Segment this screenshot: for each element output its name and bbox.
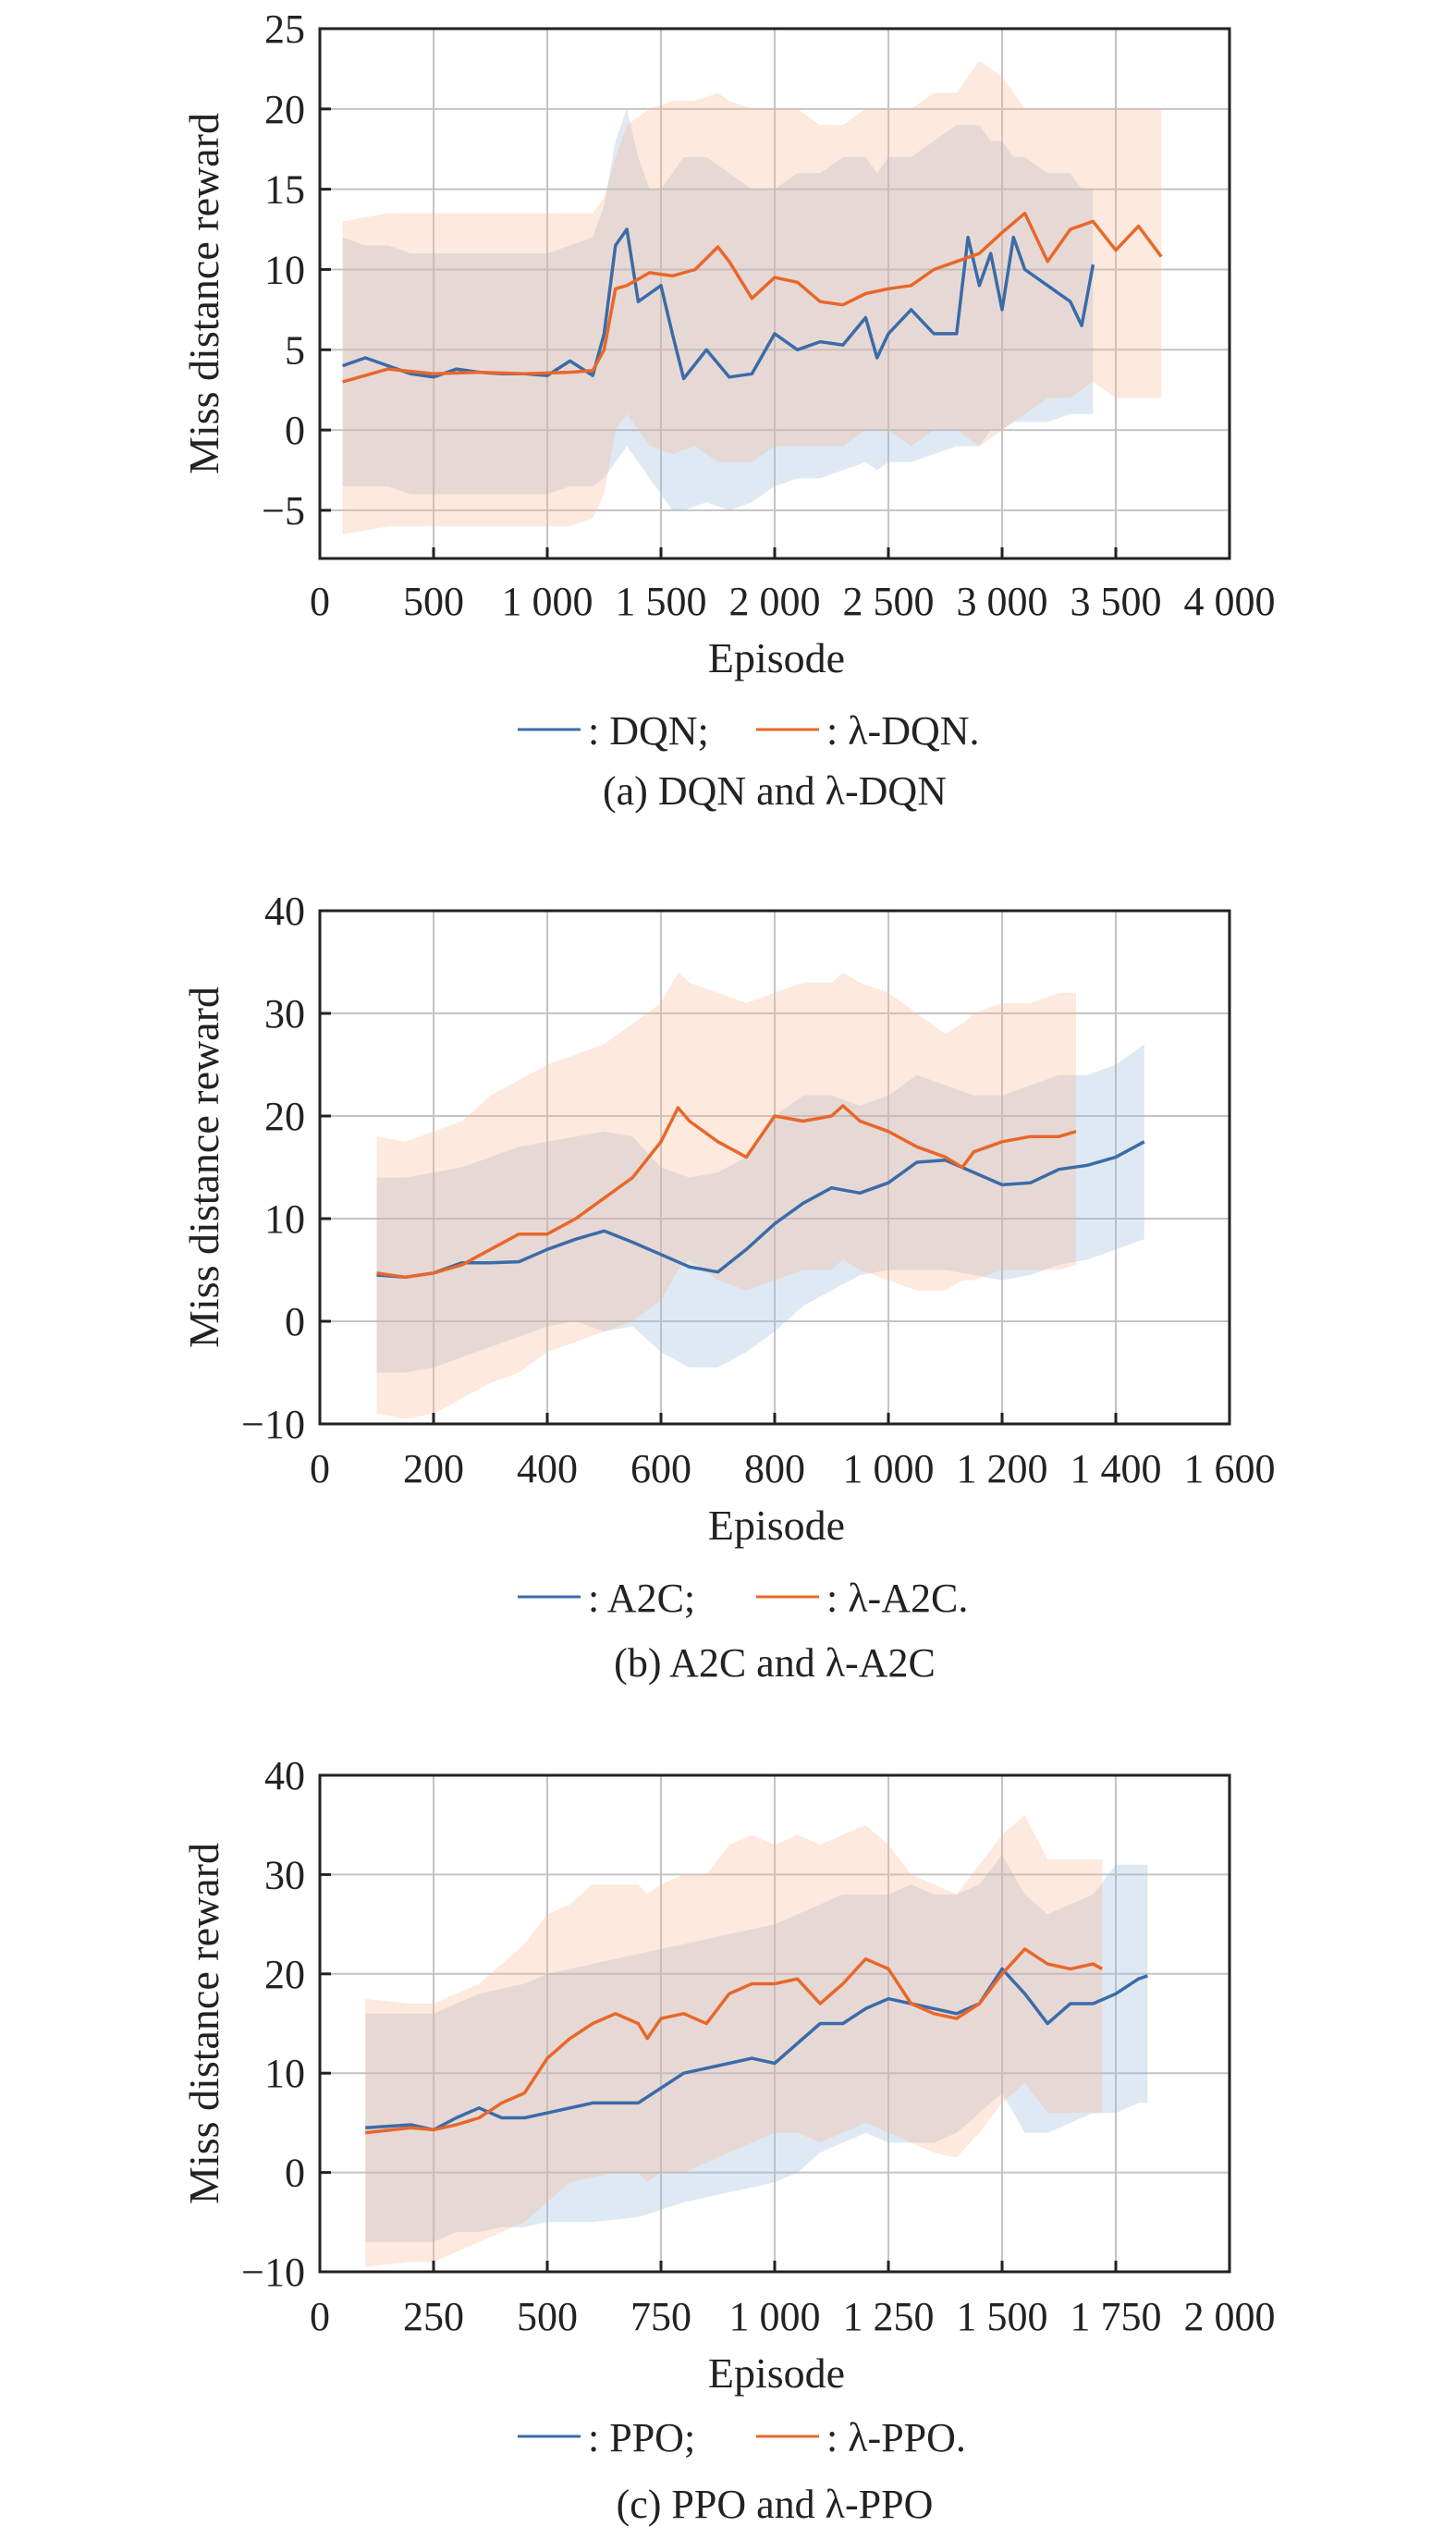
chart-3: 0 250 500 750 1 000 1 250 1 500 1 750 2 000−1001… xyxy=(180,1753,1276,2527)
x-tick-label: 500 xyxy=(403,579,464,624)
y-tick-label: 30 xyxy=(264,1852,305,1897)
series-line-lambda xyxy=(342,211,1163,384)
series-line-lambda xyxy=(365,1947,1104,2135)
legend-label-lambda: : λ-A2C. xyxy=(826,1576,968,1621)
y-tick-label: 0 xyxy=(285,408,305,453)
series-line-lambda xyxy=(376,1104,1077,1280)
y-tick-label: 40 xyxy=(264,1753,305,1798)
x-tick-label: 1 500 xyxy=(957,2294,1048,2339)
chart-1: 0 500 1 000 1 500 2 000 2 500 3 000 3 500 4 000 −… xyxy=(180,6,1276,814)
confidence-band-lambda xyxy=(365,1815,1103,2267)
series-line-baseline xyxy=(365,1967,1148,2132)
x-tick-label: 4 000 xyxy=(1184,579,1276,624)
y-tick-label: 25 xyxy=(264,6,305,52)
x-tick-label: 0 xyxy=(310,1446,330,1491)
x-tick-label: 1 250 xyxy=(843,2294,935,2339)
legend-label-lambda: : λ-PPO. xyxy=(826,2415,966,2460)
x-tick-label: 3 500 xyxy=(1071,579,1162,624)
x-axis-label: Episode xyxy=(708,634,845,681)
x-axis-label: Episode xyxy=(708,1502,845,1549)
x-tick-label: 800 xyxy=(744,1446,805,1491)
x-tick-label: 1 000 xyxy=(843,1446,935,1491)
y-tick-label: 10 xyxy=(264,2051,305,2096)
y-tick-label: 20 xyxy=(264,1094,305,1139)
x-tick-label: 1 000 xyxy=(729,2294,821,2339)
legend: : PPO; : λ-PPO. xyxy=(518,2415,966,2460)
x-tick-label: 1 600 xyxy=(1184,1446,1276,1491)
confidence-band-baseline xyxy=(365,1854,1148,2242)
x-tick-label: 1 500 xyxy=(616,579,707,624)
confidence-band-baseline xyxy=(376,1044,1144,1373)
x-tick-label: 750 xyxy=(630,2294,691,2339)
y-tick-label: −10 xyxy=(241,1402,305,1447)
legend-label-baseline: : PPO; xyxy=(588,2415,695,2460)
y-tick-label: 0 xyxy=(285,1299,305,1344)
chart-2: 0 200 400 600 800 1 000 1 200 1 400 1 600−100102… xyxy=(180,889,1276,1686)
x-tick-label: 0 xyxy=(310,579,330,624)
y-tick-label: 0 xyxy=(285,2151,305,2196)
x-tick-label: 1 400 xyxy=(1071,1446,1162,1491)
legend-label-baseline: : A2C; xyxy=(588,1576,695,1621)
x-tick-label: 2 500 xyxy=(843,579,935,624)
y-tick-label: −5 xyxy=(262,488,305,534)
x-tick-label: 250 xyxy=(403,2294,464,2339)
x-tick-label: 2 000 xyxy=(729,579,821,624)
x-tick-label: 0 xyxy=(310,2294,330,2339)
y-axis-label: Miss distance reward xyxy=(180,1843,227,2204)
y-axis-label: Miss distance reward xyxy=(180,987,227,1348)
x-tick-label: 600 xyxy=(630,1446,691,1491)
y-tick-label: 5 xyxy=(285,327,305,373)
y-tick-label: 10 xyxy=(264,247,305,292)
figure-caption: (c) PPO and λ-PPO xyxy=(617,2482,934,2527)
x-tick-label: 1 750 xyxy=(1071,2294,1162,2339)
legend-label-lambda: : λ-DQN. xyxy=(826,708,980,754)
figure-caption: (a) DQN and λ-DQN xyxy=(603,768,947,814)
series-line-baseline xyxy=(376,1140,1145,1280)
y-tick-label: −10 xyxy=(241,2250,305,2295)
legend: : DQN; : λ-DQN. xyxy=(518,708,980,754)
x-tick-label: 500 xyxy=(517,2294,578,2339)
x-axis-label: Episode xyxy=(708,2349,845,2397)
y-tick-label: 30 xyxy=(264,991,305,1036)
confidence-band-lambda xyxy=(376,972,1076,1419)
x-tick-label: 2 000 xyxy=(1184,2294,1276,2339)
x-tick-label: 3 000 xyxy=(957,579,1048,624)
y-axis-label: Miss distance reward xyxy=(180,113,227,474)
x-tick-label: 1 200 xyxy=(957,1446,1048,1491)
y-tick-label: 15 xyxy=(264,167,305,213)
legend: : A2C; : λ-A2C. xyxy=(518,1576,968,1621)
x-tick-label: 400 xyxy=(517,1446,578,1491)
figure-caption: (b) A2C and λ-A2C xyxy=(614,1640,936,1686)
legend-label-baseline: : DQN; xyxy=(588,708,709,754)
x-tick-label: 200 xyxy=(403,1446,464,1491)
confidence-band-baseline xyxy=(342,108,1094,510)
y-tick-label: 20 xyxy=(264,1952,305,1997)
y-tick-label: 20 xyxy=(264,87,305,132)
y-tick-label: 10 xyxy=(264,1196,305,1242)
x-tick-label: 1 000 xyxy=(502,579,593,624)
y-tick-label: 40 xyxy=(264,889,305,934)
